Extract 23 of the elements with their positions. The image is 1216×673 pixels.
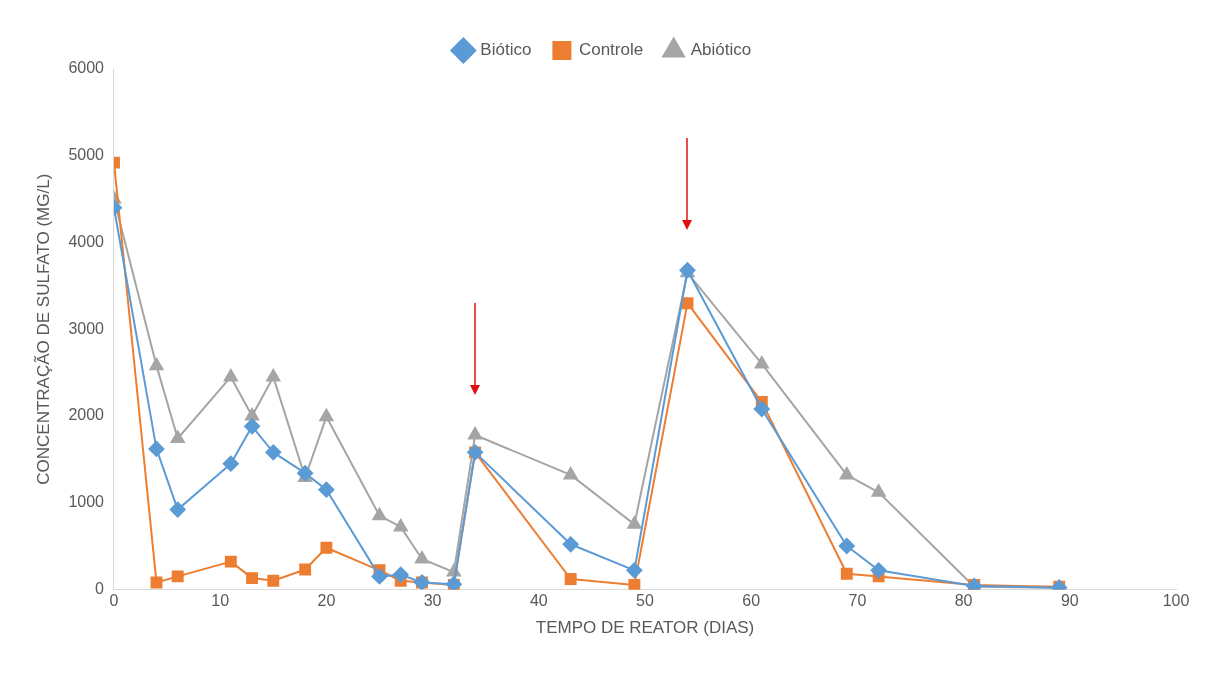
legend-label: Biótico [480,40,532,60]
x-tick-label: 50 [636,592,654,610]
x-tick-label: 90 [1060,592,1079,610]
x-tick-label: 30 [423,592,442,610]
legend-label: Abiótico [690,40,752,60]
x-tick-label: 20 [317,592,336,610]
y-axis-title: CONCENTRAÇÃO DE SULFATO (MG/L) [33,173,53,485]
x-axis-title: TEMPO DE REATOR (DIAS) [535,618,755,638]
x-tick-label: 10 [211,592,230,610]
y-tick-label: 6000 [68,59,105,77]
legend-label: Controle [578,40,644,60]
y-tick-label: 0 [95,579,105,597]
x-tick-label: 0 [109,592,119,610]
y-tick-label: 2000 [68,406,105,424]
x-tick-label: 40 [529,592,548,610]
x-tick-label: 60 [742,592,761,610]
x-tick-label: 70 [848,592,867,610]
y-tick-label: 5000 [68,146,105,164]
y-tick-label: 3000 [68,319,105,337]
x-tick-label: 80 [954,592,973,610]
y-tick-label: 4000 [68,232,105,250]
x-tick-label: 100 [1162,592,1190,610]
y-tick-label: 1000 [68,493,105,511]
